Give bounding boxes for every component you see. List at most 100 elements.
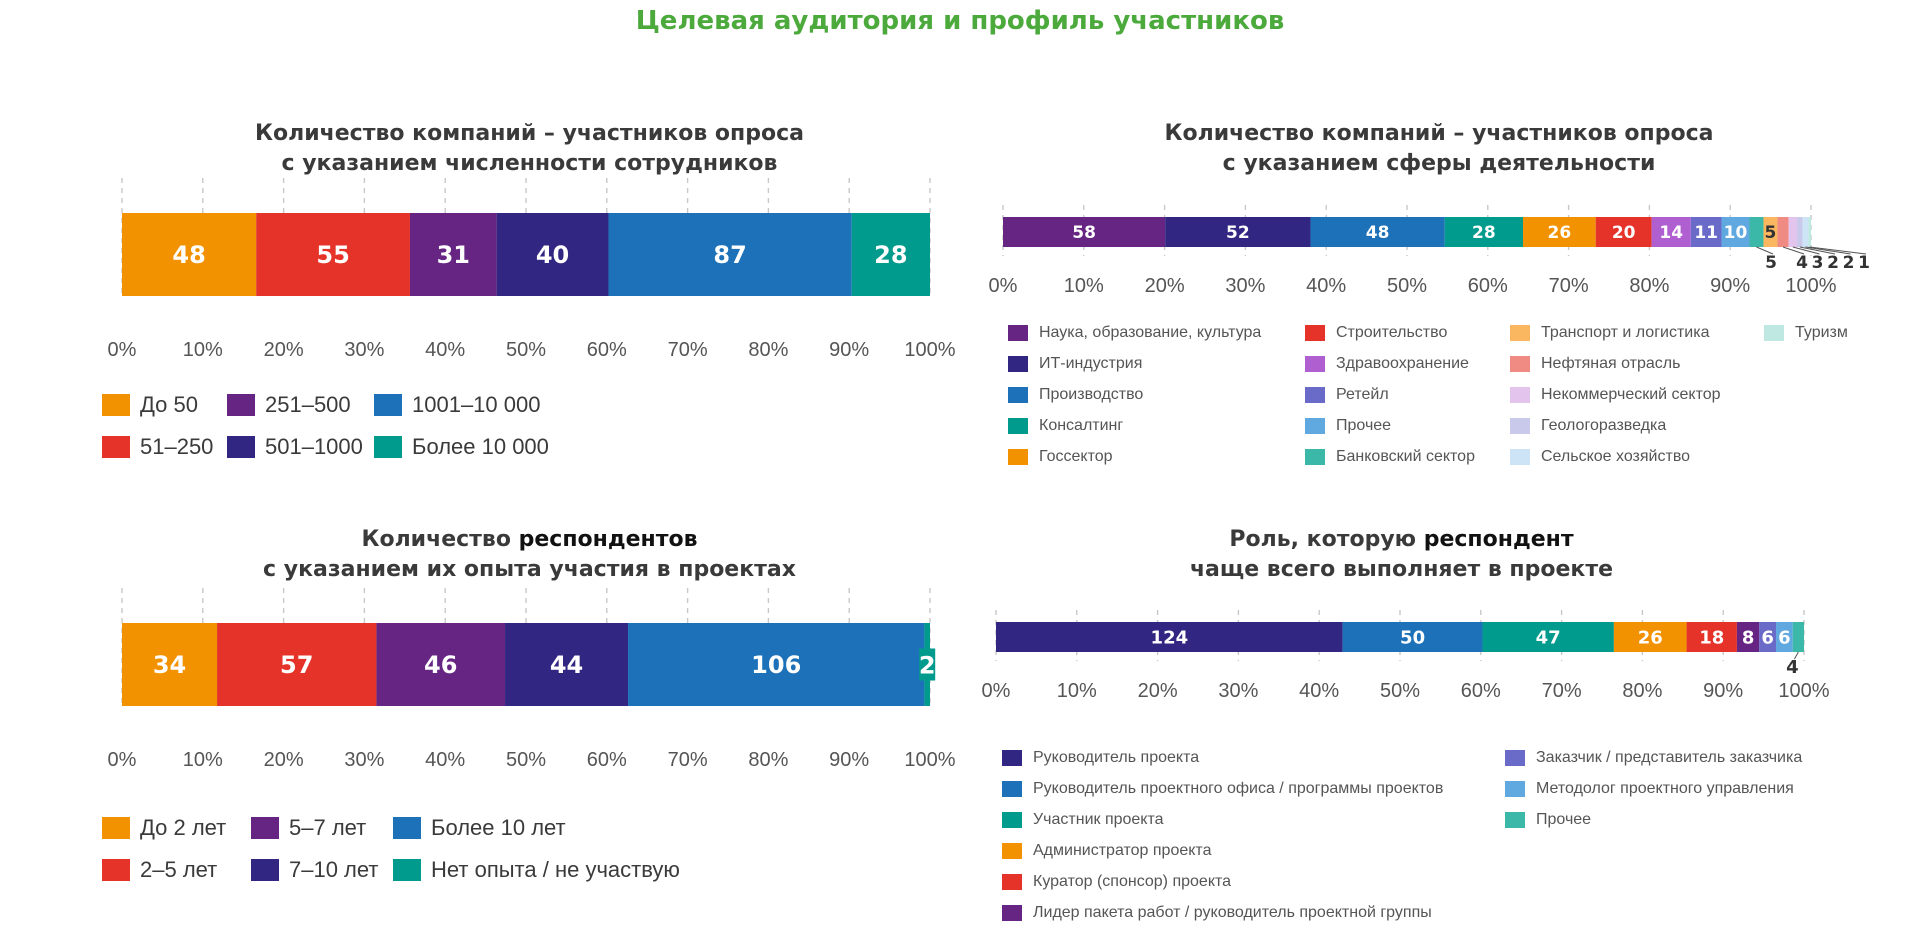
legend-item: Руководитель проекта [1002, 749, 1199, 767]
bar-segment [505, 623, 629, 706]
legend-label: Госсектор [1039, 448, 1113, 465]
chart-panel-employees: Количество компаний – участников опроса … [0, 0, 960, 480]
legend-item: Более 10 лет [393, 815, 566, 841]
legend-item: ИТ-индустрия [1008, 355, 1142, 373]
data-label: 8 [1742, 627, 1755, 648]
chart-title-line: с указанием численности сотрудников [281, 151, 778, 176]
legend-item: Нет опыта / не участвую [393, 857, 680, 883]
bar-segment [1523, 217, 1596, 247]
legend-label: Туризм [1795, 324, 1848, 341]
bar-segment [1808, 217, 1811, 247]
legend-swatch [227, 436, 255, 458]
x-tick-label: 10% [1064, 275, 1104, 297]
legend-item: 501–1000 [227, 434, 363, 460]
legend-swatch [102, 817, 130, 839]
legend-swatch [1305, 387, 1325, 403]
x-tick-label: 20% [264, 339, 304, 361]
legend-item: До 2 лет [102, 815, 226, 841]
x-tick-label: 20% [1138, 680, 1178, 702]
page-title: Целевая аудитория и профиль участников [635, 6, 1285, 36]
legend-label: Консалтинг [1039, 417, 1124, 434]
x-tick-label: 70% [1549, 275, 1589, 297]
legend-item: Руководитель проектного офиса / программ… [1002, 780, 1443, 798]
x-tick-label: 0% [982, 680, 1011, 702]
legend-swatch [374, 436, 402, 458]
x-tick-label: 40% [425, 749, 465, 771]
data-label: 4 [1786, 657, 1799, 678]
bar-segment [1802, 217, 1809, 247]
data-label: 6 [1778, 627, 1791, 648]
x-tick-label: 100% [904, 749, 955, 771]
legend-item: Туризм [1764, 324, 1848, 342]
x-tick-label: 40% [425, 339, 465, 361]
x-tick-label: 70% [1542, 680, 1582, 702]
legend-label: 5–7 лет [289, 815, 367, 840]
bar-segment [1797, 217, 1803, 247]
legend-label: 2–5 лет [140, 857, 218, 882]
legend-item: Банковский сектор [1305, 448, 1475, 466]
legend-item: Транспорт и логистика [1510, 324, 1709, 342]
x-tick-label: 30% [344, 339, 384, 361]
legend-swatch [1008, 356, 1028, 372]
legend-swatch [1505, 812, 1525, 828]
bar-segment [1342, 622, 1483, 652]
bar-segment [496, 213, 609, 296]
legend-label: 1001–10 000 [412, 392, 541, 417]
data-label: 2 [919, 652, 936, 680]
title-part: Количество [361, 527, 519, 552]
x-tick-label: 80% [1629, 275, 1669, 297]
data-label: 10 [1724, 223, 1748, 243]
x-tick-label: 70% [668, 749, 708, 771]
legend-label: Нет опыта / не участвую [431, 857, 680, 882]
bar-segment [1721, 217, 1750, 247]
bar-segment [1792, 622, 1804, 652]
legend-label: Прочее [1336, 417, 1392, 434]
legend-item: 251–500 [227, 392, 351, 418]
legend-item: Нефтяная отрасль [1510, 355, 1680, 373]
legend-label: 7–10 лет [289, 857, 379, 882]
x-tick-label: 10% [1057, 680, 1097, 702]
legend-swatch [1008, 418, 1028, 434]
x-tick-label: 100% [1778, 680, 1829, 702]
bar-segment [1686, 622, 1737, 652]
bar-segment [1613, 622, 1687, 652]
legend-swatch [1510, 356, 1530, 372]
legend-label: Руководитель проекта [1033, 749, 1200, 766]
leader-line [1756, 246, 1774, 255]
x-tick-label: 60% [587, 749, 627, 771]
bar-segment [1788, 217, 1798, 247]
data-label: 31 [437, 241, 470, 269]
legend-item: Здравоохранение [1305, 355, 1469, 373]
data-label: 4 [1796, 253, 1808, 273]
legend-item: Прочее [1505, 811, 1591, 829]
x-tick-label: 60% [587, 339, 627, 361]
chart-panel-experience: Количество респондентов с указанием их о… [263, 527, 796, 582]
bar-segment [1651, 217, 1691, 247]
legend-label: Нефтяная отрасль [1541, 355, 1681, 372]
chart-title: Количество компаний – участников опроса … [1000, 119, 1878, 179]
title-part: респондент [1423, 527, 1574, 552]
x-tick-label: 0% [108, 749, 137, 771]
legend-item: 1001–10 000 [374, 392, 540, 418]
title-part: респондентов [518, 527, 698, 552]
data-label: 124 [1151, 627, 1189, 648]
legend-label: Некоммерческий сектор [1541, 386, 1721, 403]
legend-label: Более 10 000 [412, 434, 549, 459]
legend-item: До 50 [102, 392, 198, 418]
bar-segment [1310, 217, 1445, 247]
data-label: 26 [1638, 627, 1663, 648]
bar-segment [409, 213, 497, 296]
x-tick-label: 80% [748, 749, 788, 771]
legend-swatch [1510, 387, 1530, 403]
legend-swatch [1008, 325, 1028, 341]
x-tick-label: 50% [1380, 680, 1420, 702]
data-label: 1 [1858, 253, 1870, 273]
legend-swatch [1002, 905, 1022, 921]
data-label: 2 [1843, 253, 1855, 273]
chart-title-line: Количество компаний – участников опроса [1164, 121, 1714, 146]
leader-line [1809, 246, 1867, 255]
legend-swatch [102, 394, 130, 416]
x-tick-label: 50% [506, 749, 546, 771]
